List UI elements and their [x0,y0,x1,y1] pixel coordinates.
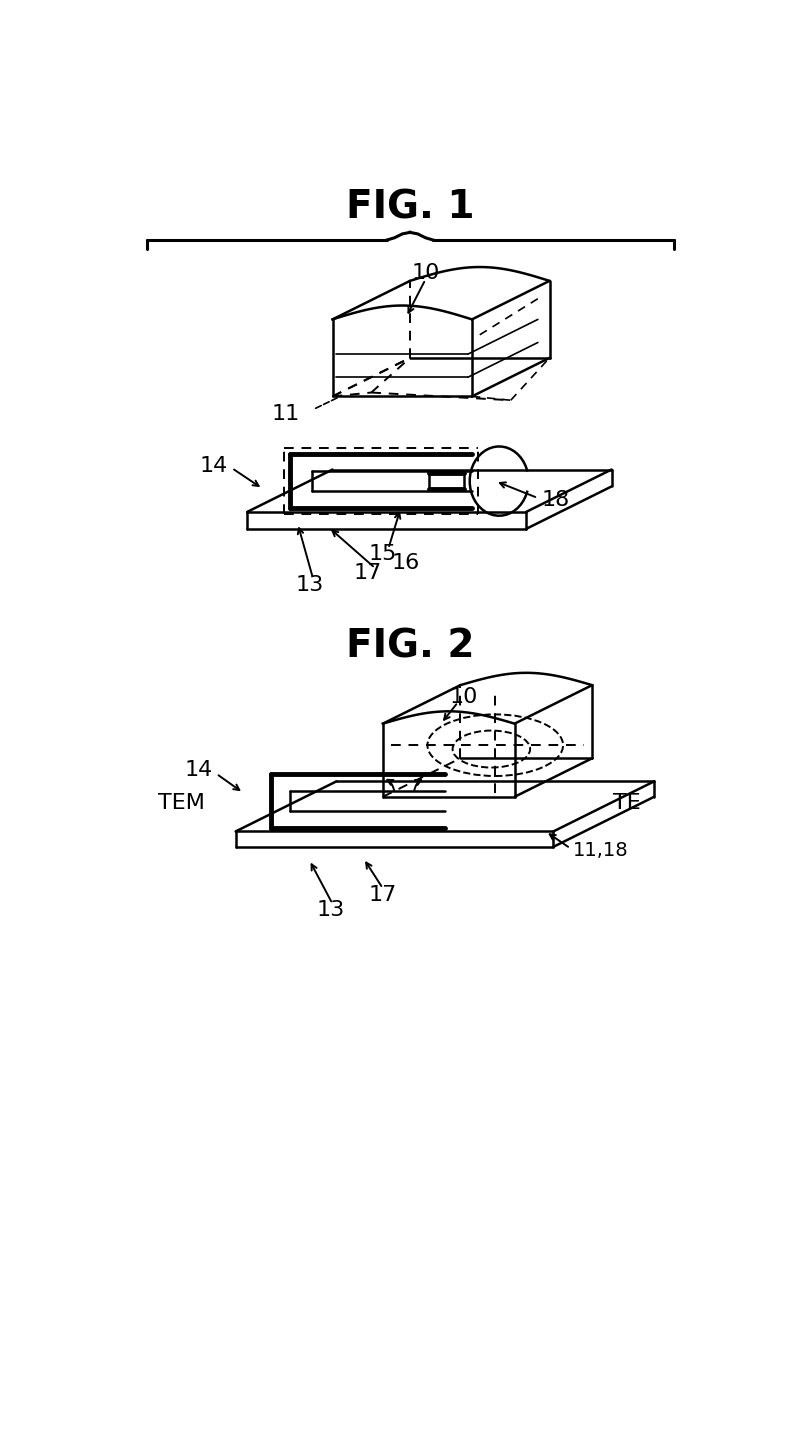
Text: 14: 14 [200,455,228,475]
Text: 10: 10 [450,686,478,707]
Text: 14: 14 [184,760,212,780]
Text: 11: 11 [272,404,300,424]
Text: TEM: TEM [158,793,205,813]
Text: FIG. 2: FIG. 2 [346,628,474,666]
Text: TE: TE [613,793,641,813]
Text: 10: 10 [411,263,440,283]
Text: FIG. 1: FIG. 1 [346,188,474,227]
Text: 17: 17 [354,563,382,583]
Text: 18: 18 [542,490,570,510]
Text: 15: 15 [369,544,397,564]
Text: 16: 16 [392,553,420,573]
Text: 11,18: 11,18 [573,841,628,860]
Text: 17: 17 [369,885,397,905]
Text: 13: 13 [295,574,323,595]
Text: 13: 13 [317,900,345,920]
